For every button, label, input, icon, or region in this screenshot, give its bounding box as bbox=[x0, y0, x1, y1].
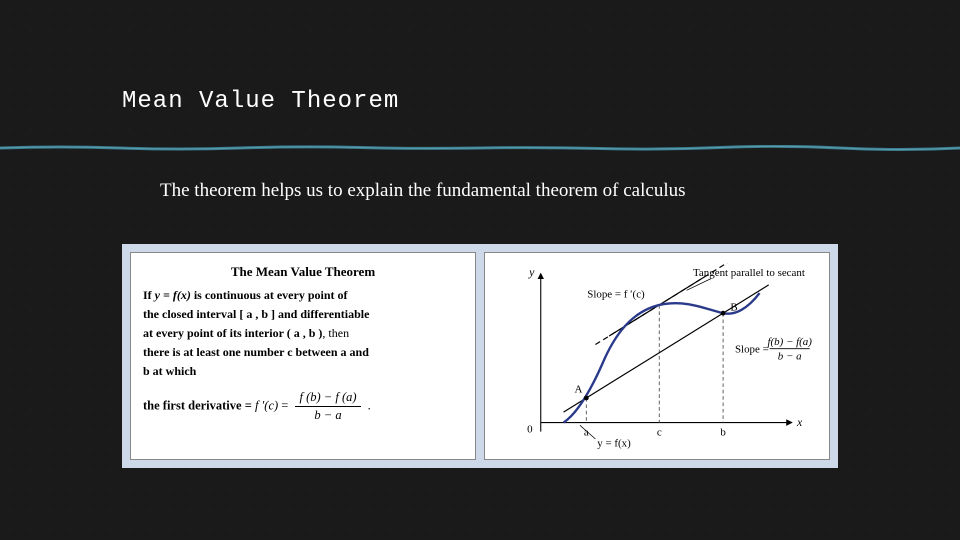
eq-num: f (b) − f (a) bbox=[295, 389, 360, 407]
t2-prefix: the closed interval bbox=[143, 307, 239, 321]
slope-frac-label: Slope = bbox=[735, 343, 769, 355]
eq-period: . bbox=[368, 399, 371, 413]
mvt-graph: x y 0 A B a c b Tangent parallel bbox=[497, 263, 817, 449]
eq-lhs: the first derivative = bbox=[143, 399, 255, 413]
tick-c-label: c bbox=[657, 426, 662, 438]
t3-suffix: , then bbox=[322, 326, 349, 340]
eq-equals: = bbox=[281, 399, 291, 413]
point-a-label: A bbox=[574, 383, 582, 395]
panel-container: The Mean Value Theorem If y = f(x) is co… bbox=[122, 244, 838, 468]
theorem-heading: The Mean Value Theorem bbox=[143, 263, 463, 281]
eq-fprime: f ′(c) bbox=[255, 399, 278, 413]
theorem-line-2: the closed interval [ a , b ] and differ… bbox=[143, 306, 463, 322]
tangent-caption: Tangent parallel to secant bbox=[693, 267, 805, 279]
point-b-label: B bbox=[730, 301, 737, 313]
theorem-line-4: there is at least one number c between a… bbox=[143, 344, 463, 360]
eq-den: b − a bbox=[295, 407, 360, 424]
x-axis-label: x bbox=[796, 415, 803, 429]
slope-frac-num: f(b) − f(a) bbox=[767, 336, 812, 348]
theorem-line-3: at every point of its interior ( a , b )… bbox=[143, 325, 463, 341]
theorem-equation: the first derivative = f ′(c) = f (b) − … bbox=[143, 389, 463, 424]
theorem-line-5: b at which bbox=[143, 363, 463, 379]
slide-title: Mean Value Theorem bbox=[122, 88, 399, 115]
t3-int: ( a , b ) bbox=[287, 326, 323, 340]
theorem-graph-panel: x y 0 A B a c b Tangent parallel bbox=[484, 252, 830, 460]
t2-int: [ a , b ] bbox=[239, 307, 275, 321]
t1-suffix: is continuous at every point of bbox=[191, 288, 348, 302]
origin-label: 0 bbox=[527, 424, 533, 436]
theorem-text-panel: The Mean Value Theorem If y = f(x) is co… bbox=[130, 252, 476, 460]
t1-eq: y = f(x) bbox=[155, 288, 191, 302]
tick-b-label: b bbox=[720, 426, 726, 438]
slide-subtitle: The theorem helps us to explain the fund… bbox=[160, 180, 686, 202]
theorem-line-1: If y = f(x) is continuous at every point… bbox=[143, 287, 463, 303]
slope-fprime-label: Slope = f ′(c) bbox=[587, 289, 645, 301]
t4: there is at least one number c between a… bbox=[143, 345, 369, 359]
y-axis-label: y bbox=[528, 265, 535, 279]
point-b-dot bbox=[721, 311, 726, 316]
point-a-dot bbox=[584, 396, 589, 401]
slope-frac-den: b − a bbox=[778, 351, 802, 363]
title-underline bbox=[0, 138, 960, 144]
eq-fraction: f (b) − f (a) b − a bbox=[295, 389, 360, 424]
t2-suffix: and differentiable bbox=[275, 307, 369, 321]
curve-label: y = f(x) bbox=[597, 437, 631, 449]
t5: b at which bbox=[143, 364, 196, 378]
t3-prefix: at every point of its interior bbox=[143, 326, 287, 340]
t1-prefix: If bbox=[143, 288, 155, 302]
